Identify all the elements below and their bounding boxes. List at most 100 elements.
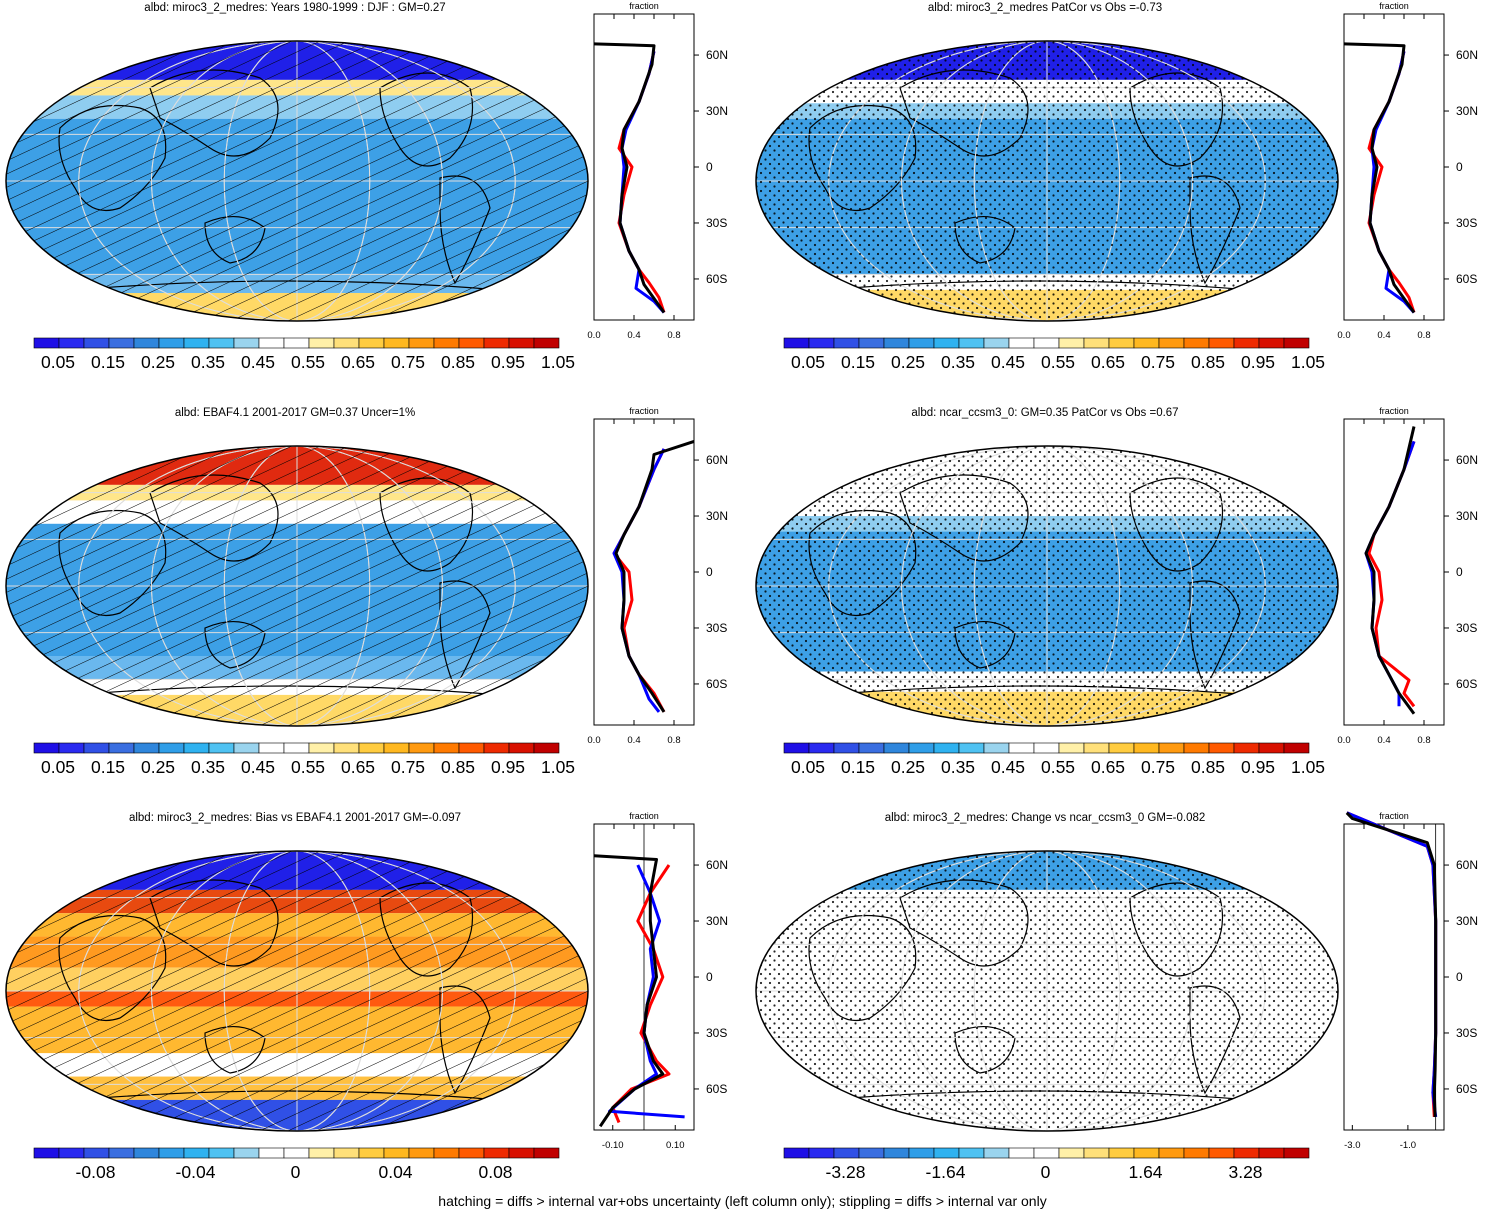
profile-series-line (1367, 440, 1416, 708)
stippling-overlay (756, 41, 1338, 321)
map-title: albd: miroc3_2_medres: Change vs ncar_cc… (884, 812, 1206, 824)
colorbar-swatch (283, 337, 310, 349)
colorbar-tick-label: 0.95 (1240, 352, 1276, 372)
profile-series-line (1343, 42, 1416, 314)
profile-lat-label: 60S (1456, 1082, 1477, 1096)
colorbar-swatch (533, 742, 560, 754)
map-plot (755, 445, 1339, 727)
colorbar-tick-label: 0.95 (490, 352, 526, 372)
map-title: albd: miroc3_2_medres: Bias vs EBAF4.1 2… (128, 812, 462, 824)
colorbar-labels: 0.05 0.15 0.25 0.35 0.45 0.55 0.65 0.75 0.85 0.95… (33, 352, 575, 376)
hatching-overlay (6, 446, 588, 726)
colorbar-swatch (1183, 742, 1210, 754)
colorbar-tick-label: 0.35 (190, 352, 226, 372)
colorbar-swatch (233, 742, 260, 754)
colorbar-swatch (1158, 742, 1185, 754)
colorbar-swatch (183, 1147, 210, 1159)
profile-series-line (1364, 426, 1416, 715)
colorbar-swatch (208, 1147, 235, 1159)
colorbar (783, 337, 1310, 349)
colorbar-tick-label: 0.45 (990, 352, 1026, 372)
colorbar-swatch (408, 742, 435, 754)
colorbar-swatch (283, 742, 310, 754)
profile-series-line (593, 854, 665, 1128)
colorbar-swatch (1208, 337, 1235, 349)
zonal-profile: fraction 60N 30N 0 30S 60S 0.0 0.4 0.8 (1337, 406, 1478, 746)
colorbar-swatch (158, 1147, 185, 1159)
map-plot (5, 850, 589, 1132)
colorbar-swatch (983, 742, 1010, 754)
colorbar-swatch (433, 742, 460, 754)
colorbar-tick-label: 0.85 (1190, 757, 1226, 777)
colorbar-swatch (108, 337, 135, 349)
hatching-overlay (6, 851, 588, 1131)
colorbar-swatch (1258, 1147, 1285, 1159)
colorbar-tick-label: 0.85 (440, 757, 476, 777)
colorbar-swatch (1033, 1147, 1060, 1159)
profile-x-label: 0.4 (1377, 330, 1390, 341)
colorbar-swatch (308, 742, 335, 754)
colorbar-swatch (933, 1147, 960, 1159)
colorbar (33, 742, 560, 754)
colorbar-swatch (808, 1147, 835, 1159)
colorbar-tick-label: 0.65 (1090, 352, 1126, 372)
colorbar-tick-label: 1.05 (1290, 352, 1326, 372)
zonal-profile: fraction 60N 30N 0 30S 60S 0.0 0.4 0.8 (587, 1, 728, 341)
colorbar-tick-label: 0.75 (1140, 352, 1176, 372)
colorbar-swatch (108, 1147, 135, 1159)
colorbar-swatch (433, 1147, 460, 1159)
colorbar-swatch (958, 337, 985, 349)
colorbar (783, 1147, 1310, 1159)
profile-axis-label: fraction (629, 811, 659, 821)
colorbar-swatch (1108, 742, 1135, 754)
colorbar-swatch (908, 337, 935, 349)
colorbar-tick-label: 0.25 (890, 352, 926, 372)
colorbar-swatch (458, 337, 485, 349)
colorbar-swatch (1058, 742, 1085, 754)
colorbar-tick-label: 0.05 (790, 757, 826, 777)
colorbar-tick-label: 0.95 (1240, 757, 1276, 777)
colorbar-labels: 0.05 0.15 0.25 0.35 0.45 0.55 0.65 0.75 0.85 0.95… (783, 757, 1325, 781)
colorbar-tick-label: 0.15 (840, 352, 876, 372)
profile-x-label: 0.8 (1417, 330, 1430, 341)
profile-lat-label: 0 (1456, 565, 1463, 579)
colorbar (33, 1147, 560, 1159)
profile-lat-label: 60S (706, 1082, 727, 1096)
chart-panel: albd: miroc3_2_medres: Years 1980-1999 :… (0, 0, 735, 395)
profile-x-label: 0.8 (1417, 735, 1430, 746)
profile-lat-label: 30S (706, 216, 727, 230)
colorbar-tick-label: -0.08 (75, 1162, 116, 1182)
profile-x-label: 0.4 (627, 330, 640, 341)
profile-lat-label: 0 (706, 565, 713, 579)
profile-x-label: -1.0 (1400, 1140, 1416, 1151)
colorbar-swatch (258, 1147, 285, 1159)
profile-axis-label: fraction (1379, 811, 1409, 821)
profile-x-label: 0.0 (587, 330, 600, 341)
colorbar-labels: -0.08 -0.04 0 0.04 0.08 (33, 1162, 558, 1186)
profile-lat-label: 30S (1456, 1026, 1477, 1040)
profile-axis-label: fraction (1379, 406, 1409, 416)
colorbar-swatch (1083, 337, 1110, 349)
map-title: albd: miroc3_2_medres PatCor vs Obs =-0.… (927, 2, 1163, 14)
colorbar-swatch (1108, 1147, 1135, 1159)
colorbar-tick-label: 3.28 (1228, 1162, 1263, 1182)
colorbar-swatch (1008, 1147, 1035, 1159)
colorbar-tick-label: 0.45 (990, 757, 1026, 777)
colorbar-labels: 0.05 0.15 0.25 0.35 0.45 0.55 0.65 0.75 0.85 0.95… (33, 757, 575, 781)
colorbar-swatch (783, 1147, 810, 1159)
profile-lat-label: 60N (706, 48, 728, 62)
colorbar-tick-label: 0.35 (940, 352, 976, 372)
profile-x-label: -3.0 (1344, 1140, 1360, 1151)
colorbar-swatch (983, 337, 1010, 349)
colorbar-tick-label: 0.35 (940, 757, 976, 777)
colorbar-tick-label: 0.75 (1140, 757, 1176, 777)
colorbar-tick-label: 0.25 (890, 757, 926, 777)
colorbar-swatch (1283, 337, 1310, 349)
profile-lat-label: 30S (706, 1026, 727, 1040)
colorbar-swatch (1008, 742, 1035, 754)
profile-lat-label: 30S (706, 621, 727, 635)
profile-lat-label: 60N (706, 453, 728, 467)
colorbar-swatch (233, 337, 260, 349)
colorbar-swatch (1208, 1147, 1235, 1159)
colorbar-swatch (33, 337, 60, 349)
